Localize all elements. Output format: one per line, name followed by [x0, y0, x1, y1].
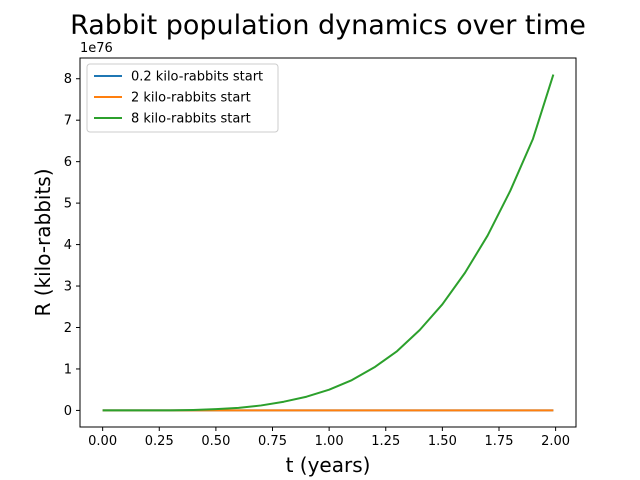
legend-label-3: 8 kilo-rabbits start	[131, 112, 251, 127]
y-tick-label: 8	[64, 72, 72, 87]
legend-items: 0.2 kilo-rabbits start 2 kilo-rabbits sta…	[94, 70, 263, 127]
y-tick-label: 5	[64, 197, 72, 212]
y-axis-title: R (kilo-rabbits)	[31, 168, 55, 316]
x-axis-title: t (years)	[286, 453, 371, 477]
x-axis-ticks: 0.00 0.25 0.50 0.75 1.00 1.25 1.50 1.75 2.00	[88, 427, 570, 449]
y-axis-offset-text: 1e76	[80, 41, 113, 56]
y-tick-label: 6	[64, 155, 72, 170]
x-tick-label: 0.50	[201, 434, 230, 449]
plot-frame	[79, 57, 577, 428]
x-tick-label: 1.50	[428, 434, 457, 449]
y-axis-ticks: 0 1 2 3 4 5 6 7 8	[64, 72, 80, 419]
y-tick-label: 7	[64, 114, 72, 129]
x-tick-label: 1.75	[485, 434, 514, 449]
y-tick-label: 1	[64, 362, 72, 377]
y-tick-label: 0	[64, 404, 72, 419]
y-tick-label: 4	[64, 238, 72, 253]
series-layer	[102, 74, 555, 412]
x-tick-label: 0.75	[258, 434, 287, 449]
legend-box	[86, 63, 279, 133]
x-tick-label: 0.00	[88, 434, 117, 449]
y-tick-label: 3	[64, 280, 72, 295]
x-tick-label: 0.25	[145, 434, 174, 449]
x-tick-label: 1.00	[315, 434, 344, 449]
series-line-3	[102, 74, 555, 412]
legend: 0.2 kilo-rabbits start 2 kilo-rabbits sta…	[86, 63, 279, 133]
x-tick-label: 1.25	[371, 434, 400, 449]
chart-title: Rabbit population dynamics over time	[70, 10, 586, 41]
legend-label-2: 2 kilo-rabbits start	[131, 91, 251, 106]
x-tick-label: 2.00	[541, 434, 570, 449]
y-tick-label: 2	[64, 321, 72, 336]
legend-label-1: 0.2 kilo-rabbits start	[131, 70, 263, 85]
